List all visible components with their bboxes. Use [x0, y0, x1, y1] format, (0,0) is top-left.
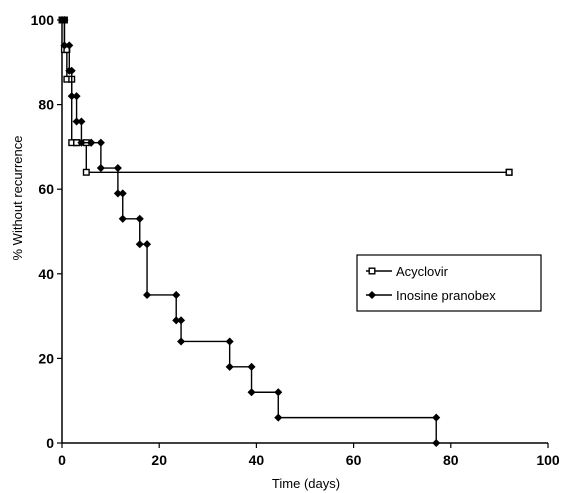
x-tick-label: 0 — [58, 452, 66, 468]
legend-item-acyclovir: Acyclovir — [366, 264, 449, 279]
x-tick-label: 20 — [151, 452, 167, 468]
data-point — [118, 189, 127, 198]
x-axis-label: Time (days) — [272, 476, 340, 491]
legend: Acyclovir Inosine pranobex — [356, 254, 542, 312]
data-point — [96, 138, 105, 147]
legend-item-inosine-pranobex: Inosine pranobex — [366, 288, 496, 303]
data-point — [274, 388, 283, 397]
y-tick-label: 60 — [38, 181, 54, 197]
x-tick-label: 100 — [536, 452, 560, 468]
x-tick-label: 80 — [443, 452, 459, 468]
legend-label: Inosine pranobex — [396, 288, 496, 303]
data-point — [67, 66, 76, 75]
data-point — [87, 138, 96, 147]
data-point — [143, 290, 152, 299]
data-point — [135, 214, 144, 223]
y-tick-label: 80 — [38, 97, 54, 113]
x-tick-label: 40 — [249, 452, 265, 468]
data-point — [96, 164, 105, 173]
data-point — [77, 138, 86, 147]
x-tick-label: 60 — [346, 452, 362, 468]
data-point — [60, 15, 69, 25]
plot-area — [57, 15, 548, 448]
y-axis-ticks: 0 20 40 60 80 100 — [31, 12, 62, 451]
legend-box — [356, 254, 542, 312]
data-point — [172, 290, 181, 299]
legend-marker — [367, 290, 377, 300]
data-point — [225, 362, 234, 371]
series-inosine-pranobex — [57, 15, 441, 448]
data-point — [225, 337, 234, 346]
series-acyclovir — [58, 16, 513, 176]
y-tick-label: 100 — [31, 12, 55, 28]
data-point — [118, 214, 127, 223]
data-point — [177, 316, 186, 325]
y-axis-label: % Without recurrence — [10, 136, 25, 261]
data-point — [505, 168, 513, 176]
data-point — [72, 92, 81, 101]
data-point — [135, 240, 144, 249]
data-point — [77, 117, 86, 126]
data-point — [65, 41, 74, 50]
y-tick-label: 40 — [38, 266, 54, 282]
series-line-inosine-pranobex — [62, 19, 437, 443]
y-tick-label: 20 — [38, 350, 54, 366]
data-point — [177, 337, 186, 346]
y-tick-label: 0 — [46, 435, 54, 451]
x-axis-ticks: 0 20 40 60 80 100 — [58, 443, 560, 468]
data-point — [432, 413, 441, 422]
data-point — [82, 168, 90, 176]
data-point — [432, 438, 441, 448]
legend-marker — [368, 267, 376, 275]
data-point — [247, 362, 256, 371]
data-point — [143, 240, 152, 249]
data-point — [247, 388, 256, 397]
data-point — [274, 413, 283, 422]
series-line-acyclovir — [62, 19, 510, 173]
legend-label: Acyclovir — [396, 264, 449, 279]
data-point — [113, 164, 122, 173]
